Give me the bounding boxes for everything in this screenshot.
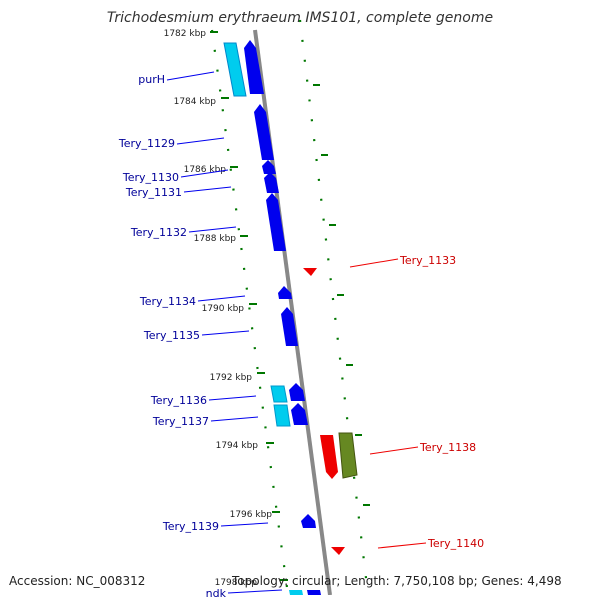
label-leader — [183, 186, 232, 193]
gene-label: ndk — [206, 587, 227, 600]
kbp-label: 1796 kbp — [230, 510, 273, 520]
kbp-label: 1798 kbp — [215, 578, 258, 588]
gene-label-group[interactable]: Tery_1138 — [369, 441, 476, 455]
gene-arrow-tery1135[interactable] — [281, 307, 298, 346]
left-gene-labels: purH Tery_1129 Tery_1130 Tery_1131 Tery_… — [118, 71, 283, 600]
kbp-mark: 1798 kbp — [215, 578, 288, 588]
gene-arrow-tery1139[interactable] — [301, 514, 316, 528]
kbp-mark: 1790 kbp — [202, 303, 257, 314]
gene-arrow-tery1140[interactable] — [331, 547, 345, 555]
label-leader — [210, 416, 259, 422]
kbp-scale: 1782 kbp 1784 kbp 1786 kbp 1788 kbp 1790… — [164, 29, 288, 588]
label-leader — [208, 395, 257, 401]
kbp-label: 1790 kbp — [202, 304, 245, 314]
label-leader — [166, 71, 215, 81]
gene-label-group[interactable]: ndk — [206, 587, 283, 600]
gene-arrow-ndk[interactable] — [289, 590, 303, 595]
gene-label: Tery_1131 — [125, 186, 182, 199]
gene-label-group[interactable]: Tery_1129 — [118, 137, 225, 150]
gene-label-group[interactable]: Tery_1135 — [143, 329, 250, 342]
gene-arrow-tery1138[interactable] — [320, 435, 338, 479]
kbp-mark: 1782 kbp — [164, 29, 218, 39]
gene-arrow-ndk-blue[interactable] — [307, 590, 321, 595]
gene-arrow-cyan-tery1137[interactable] — [273, 404, 291, 427]
forward-strand-genes — [223, 40, 321, 595]
kbp-label: 1792 kbp — [210, 373, 253, 383]
gene-arrow-purH[interactable] — [244, 40, 264, 94]
gene-label-group[interactable]: Tery_1132 — [130, 226, 237, 239]
label-leader — [227, 589, 283, 594]
kbp-label: 1784 kbp — [174, 97, 217, 107]
right-ring-ticks — [313, 84, 370, 506]
gene-label-group[interactable]: purH — [138, 71, 215, 86]
gene-arrow-tery1131[interactable] — [264, 172, 279, 193]
label-leader — [349, 258, 399, 268]
kbp-mark: 1796 kbp — [230, 510, 280, 520]
label-leader — [377, 542, 427, 549]
gene-label: Tery_1135 — [143, 329, 200, 342]
label-leader — [188, 226, 237, 233]
gene-label-group[interactable]: Tery_1139 — [162, 520, 269, 533]
gene-arrow-tery1132[interactable] — [266, 193, 286, 251]
gene-label-group[interactable]: Tery_1130 — [122, 169, 229, 184]
gene-label-group[interactable]: Tery_1136 — [150, 394, 257, 407]
gene-label: Tery_1140 — [427, 537, 484, 550]
kbp-mark: 1792 kbp — [210, 372, 265, 383]
gene-label: Tery_1132 — [130, 226, 187, 239]
gene-label: purH — [138, 73, 165, 86]
kbp-label: 1788 kbp — [194, 234, 237, 244]
label-leader — [220, 522, 269, 527]
label-leader — [180, 169, 229, 178]
gene-arrow-tery1130[interactable] — [262, 160, 276, 174]
gene-arrow-tery1129[interactable] — [254, 104, 274, 160]
label-leader — [197, 295, 246, 302]
reverse-strand-genes — [303, 268, 358, 555]
gene-label-group[interactable]: Tery_1131 — [125, 186, 232, 199]
gene-arrow-tery1134[interactable] — [278, 286, 292, 299]
kbp-label: 1786 kbp — [184, 165, 227, 175]
outer-ring-right — [298, 19, 370, 595]
label-leader — [176, 137, 225, 145]
gene-label-group[interactable]: Tery_1140 — [377, 537, 484, 550]
gene-arrow-cyan[interactable] — [223, 42, 247, 97]
label-leader — [201, 330, 250, 336]
kbp-label: 1782 kbp — [164, 29, 207, 39]
accession-text: Accession: NC_008312 — [9, 574, 146, 588]
gene-label-group[interactable]: Tery_1137 — [152, 415, 259, 428]
gene-label: Tery_1133 — [399, 254, 456, 267]
gene-label: Tery_1130 — [122, 171, 179, 184]
label-leader — [369, 446, 419, 455]
kbp-mark: 1794 kbp — [216, 441, 274, 451]
kbp-mark: 1788 kbp — [194, 234, 248, 244]
gene-arrow-tery1133[interactable] — [303, 268, 317, 276]
gene-label: Tery_1137 — [152, 415, 209, 428]
gene-arrow-cyan-tery1136[interactable] — [270, 385, 288, 403]
gene-label-group[interactable]: Tery_1134 — [139, 295, 246, 308]
genome-summary-text: Topology: circular; Length: 7,750,108 bp… — [232, 574, 562, 588]
kbp-mark: 1784 kbp — [174, 97, 229, 107]
gene-label-group[interactable]: Tery_1133 — [349, 254, 456, 268]
right-gene-labels: Tery_1133 Tery_1138 Tery_1140 — [349, 254, 484, 550]
gene-label: Tery_1139 — [162, 520, 219, 533]
gene-arrow-tery1137[interactable] — [291, 403, 308, 425]
kbp-mark: 1786 kbp — [184, 165, 238, 175]
map-title: Trichodesmium erythraeum IMS101, complet… — [107, 10, 493, 26]
gene-arrow-tery1136[interactable] — [289, 383, 305, 401]
gene-label: Tery_1138 — [419, 441, 476, 454]
gene-label: Tery_1136 — [150, 394, 207, 407]
gene-label: Tery_1129 — [118, 137, 175, 150]
gene-label: Tery_1134 — [139, 295, 196, 308]
kbp-label: 1794 kbp — [216, 441, 259, 451]
gene-arrow-tery1138-olive[interactable] — [338, 432, 358, 479]
